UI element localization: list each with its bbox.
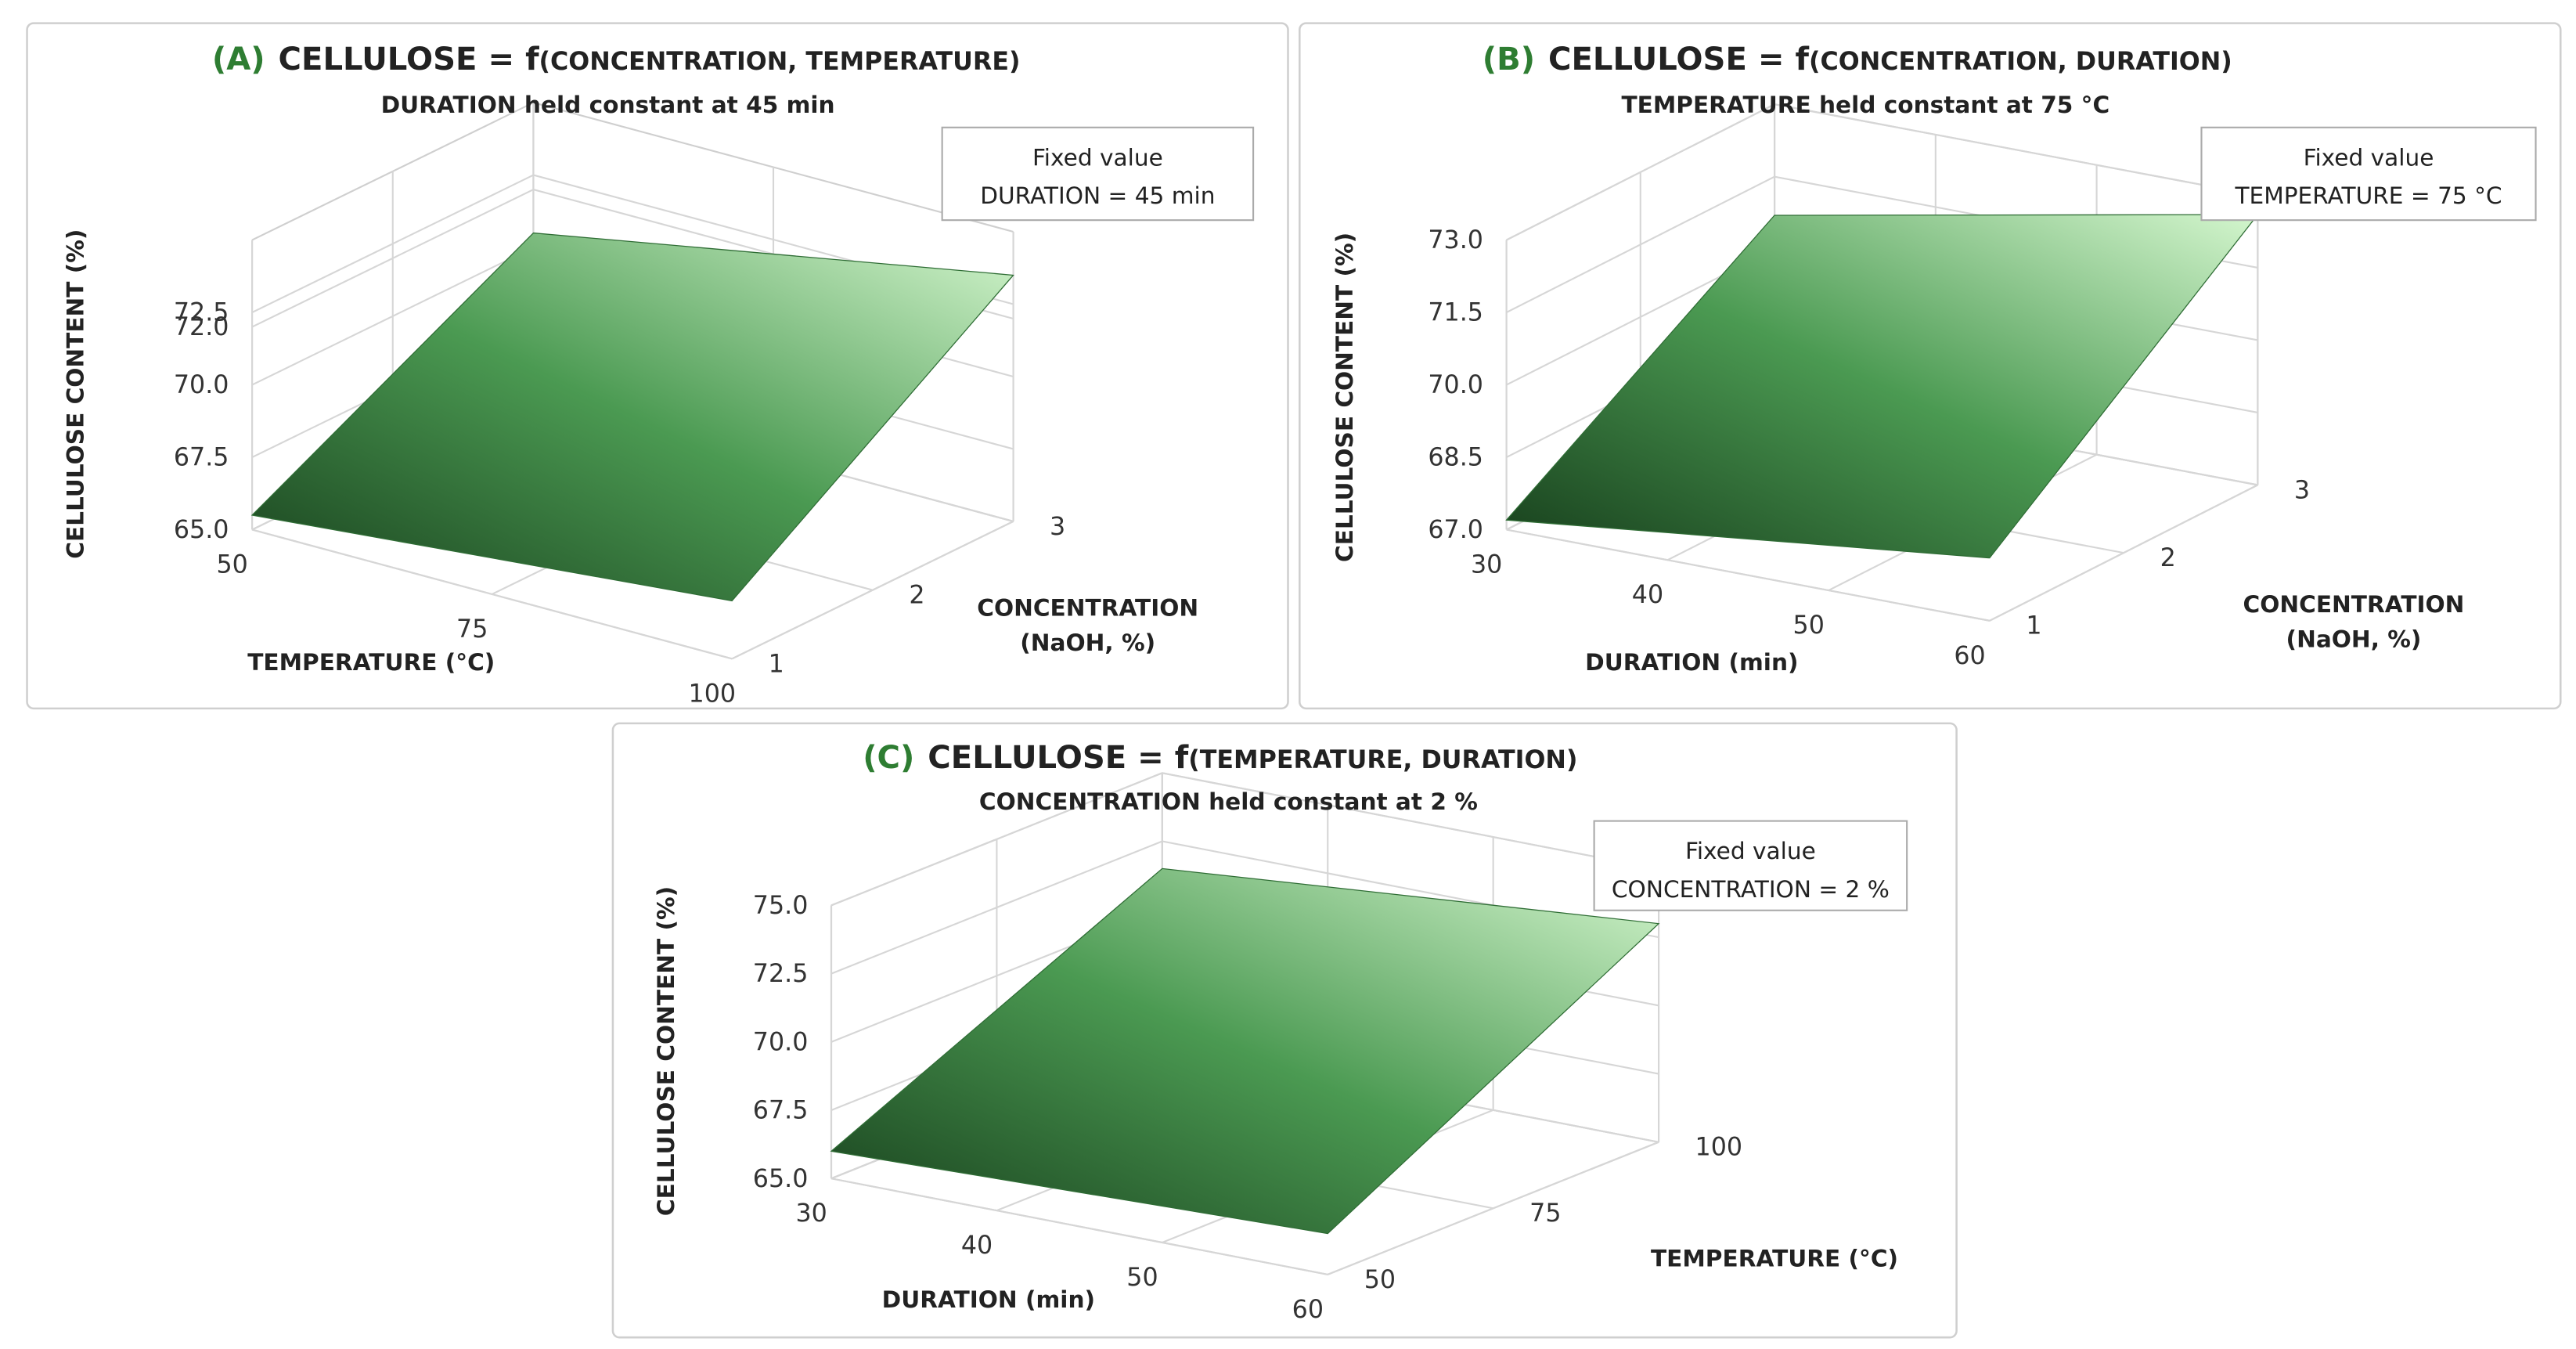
x-tick-label: 50 bbox=[1793, 611, 1825, 640]
z-tick-label: 65.0 bbox=[753, 1165, 809, 1193]
fixed-value-title: Fixed value bbox=[1685, 838, 1816, 864]
z-tick-label: 72.0 bbox=[174, 313, 229, 341]
title-args: (CONCENTRATION, TEMPERATURE) bbox=[539, 48, 1021, 76]
z-tick-label: 65.0 bbox=[174, 516, 229, 544]
fixed-value-title: Fixed value bbox=[2304, 144, 2434, 171]
x-tick-label: 30 bbox=[795, 1199, 827, 1228]
title-main: CELLULOSE = f bbox=[1548, 41, 1810, 78]
panel-label: (A) bbox=[212, 41, 265, 78]
x-tick-label: 100 bbox=[689, 680, 737, 708]
fixed-value-text: DURATION = 45 min bbox=[980, 182, 1215, 209]
panel-label: (B) bbox=[1483, 41, 1535, 78]
title-args: (CONCENTRATION, DURATION) bbox=[1809, 48, 2232, 76]
grid-line bbox=[1162, 772, 1659, 870]
z-tick-label: 73.0 bbox=[1428, 226, 1483, 254]
y-tick-label: 1 bbox=[769, 650, 784, 678]
z-tick-label: 72.5 bbox=[753, 960, 809, 988]
x-tick-label: 60 bbox=[1292, 1296, 1324, 1324]
chart-title: (B) CELLULOSE = f(CONCENTRATION, DURATION… bbox=[1483, 41, 2232, 78]
title-main: CELLULOSE = f bbox=[279, 41, 540, 78]
x-tick-label: 40 bbox=[961, 1232, 993, 1260]
chart-title: (A) CELLULOSE = f(CONCENTRATION, TEMPERAT… bbox=[212, 41, 1021, 78]
grid-line bbox=[830, 1178, 1328, 1275]
y-tick-label: 75 bbox=[1529, 1199, 1561, 1228]
fixed-value-text: CONCENTRATION = 2 % bbox=[1612, 876, 1890, 903]
x-tick-label: 40 bbox=[1632, 581, 1663, 609]
y-axis-label: TEMPERATURE (°C) bbox=[1651, 1245, 1898, 1271]
z-tick-label: 67.0 bbox=[1428, 516, 1483, 544]
panel: 65.0 67.5 70.0 72.5 75.0 30 40 50 60 50 75 100 (C) CE… bbox=[611, 722, 1958, 1339]
x-tick-label: 50 bbox=[217, 550, 248, 579]
fixed-value-box bbox=[2200, 126, 2537, 222]
x-tick-label: 75 bbox=[456, 615, 488, 644]
surface bbox=[250, 232, 1014, 602]
y-tick-label: 2 bbox=[909, 582, 924, 610]
z-tick-label: 67.5 bbox=[174, 444, 229, 472]
z-axis-label: CELLULOSE CONTENT (%) bbox=[62, 229, 88, 559]
fixed-value-text: TEMPERATURE = 75 °C bbox=[2234, 182, 2502, 209]
grid-line bbox=[251, 528, 733, 660]
z-tick-label: 67.5 bbox=[753, 1097, 809, 1125]
y-tick-label: 3 bbox=[2294, 476, 2310, 504]
fixed-value-box bbox=[1593, 820, 1908, 911]
z-tick-label: 71.5 bbox=[1428, 299, 1483, 327]
grid-line bbox=[1506, 528, 1991, 622]
panel: 67.0 68.5 70.0 71.5 73.0 30 40 50 60 1 2 3 (B) CELLUL… bbox=[1299, 22, 2562, 710]
z-axis-label: CELLULOSE CONTENT (%) bbox=[653, 886, 679, 1216]
x-axis-label: DURATION (min) bbox=[882, 1286, 1095, 1313]
z-tick-label: 68.5 bbox=[1428, 444, 1483, 472]
z-tick-label: 70.0 bbox=[1428, 371, 1483, 399]
z-tick-label: 70.0 bbox=[753, 1028, 809, 1056]
panel: 65.0 67.5 70.0 72.572.0 50 75 100 1 2 3 (A) CELLULO… bbox=[26, 22, 1289, 710]
y-tick-label: 50 bbox=[1364, 1266, 1396, 1294]
x-axis-label: TEMPERATURE (°C) bbox=[247, 649, 495, 676]
y-tick-label: 100 bbox=[1695, 1134, 1743, 1162]
subtitle: DURATION held constant at 45 min bbox=[381, 92, 835, 118]
subtitle: TEMPERATURE held constant at 75 °C bbox=[1621, 92, 2109, 118]
y-axis-label: (NaOH, %) bbox=[2286, 626, 2422, 653]
grid-line bbox=[1774, 103, 2258, 197]
panel-label: (C) bbox=[863, 740, 914, 776]
z-tick-label: 72.5 bbox=[174, 299, 229, 327]
fixed-value-title: Fixed value bbox=[1032, 144, 1163, 171]
z-tick-label: 75.0 bbox=[753, 892, 809, 920]
title-main: CELLULOSE = f bbox=[928, 740, 1189, 776]
surface bbox=[830, 867, 1660, 1235]
z-tick-label: 70.0 bbox=[174, 371, 229, 399]
x-tick-label: 60 bbox=[1954, 642, 1985, 670]
chart-title: (C) CELLULOSE = f(TEMPERATURE, DURATION) bbox=[863, 740, 1577, 776]
y-tick-label: 1 bbox=[2026, 612, 2041, 640]
title-args: (TEMPERATURE, DURATION) bbox=[1188, 746, 1577, 774]
y-axis-label: CONCENTRATION bbox=[977, 594, 1198, 621]
subtitle: CONCENTRATION held constant at 2 % bbox=[979, 788, 1478, 815]
x-tick-label: 50 bbox=[1126, 1264, 1158, 1292]
fixed-value-box bbox=[941, 126, 1255, 222]
z-axis-label: CELLULOSE CONTENT (%) bbox=[1331, 233, 1358, 562]
y-tick-label: 3 bbox=[1050, 513, 1065, 541]
x-axis-label: DURATION (min) bbox=[1585, 649, 1798, 676]
y-axis-label: (NaOH, %) bbox=[1020, 629, 1155, 656]
x-tick-label: 30 bbox=[1471, 550, 1502, 579]
y-tick-label: 2 bbox=[2160, 544, 2176, 572]
y-axis-label: CONCENTRATION bbox=[2243, 591, 2465, 618]
